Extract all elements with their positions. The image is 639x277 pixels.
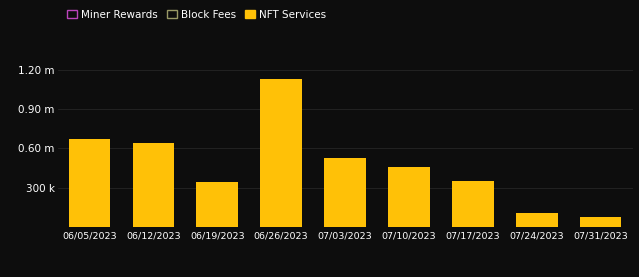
Bar (388, 167, 429, 227)
Bar (69, 139, 110, 227)
Bar (580, 217, 621, 227)
Bar (324, 158, 366, 227)
Bar (197, 183, 238, 227)
Bar (516, 213, 557, 227)
Bar (261, 79, 302, 227)
Bar (452, 181, 493, 227)
Bar (133, 143, 174, 227)
Legend: Miner Rewards, Block Fees, NFT Services: Miner Rewards, Block Fees, NFT Services (63, 6, 330, 24)
